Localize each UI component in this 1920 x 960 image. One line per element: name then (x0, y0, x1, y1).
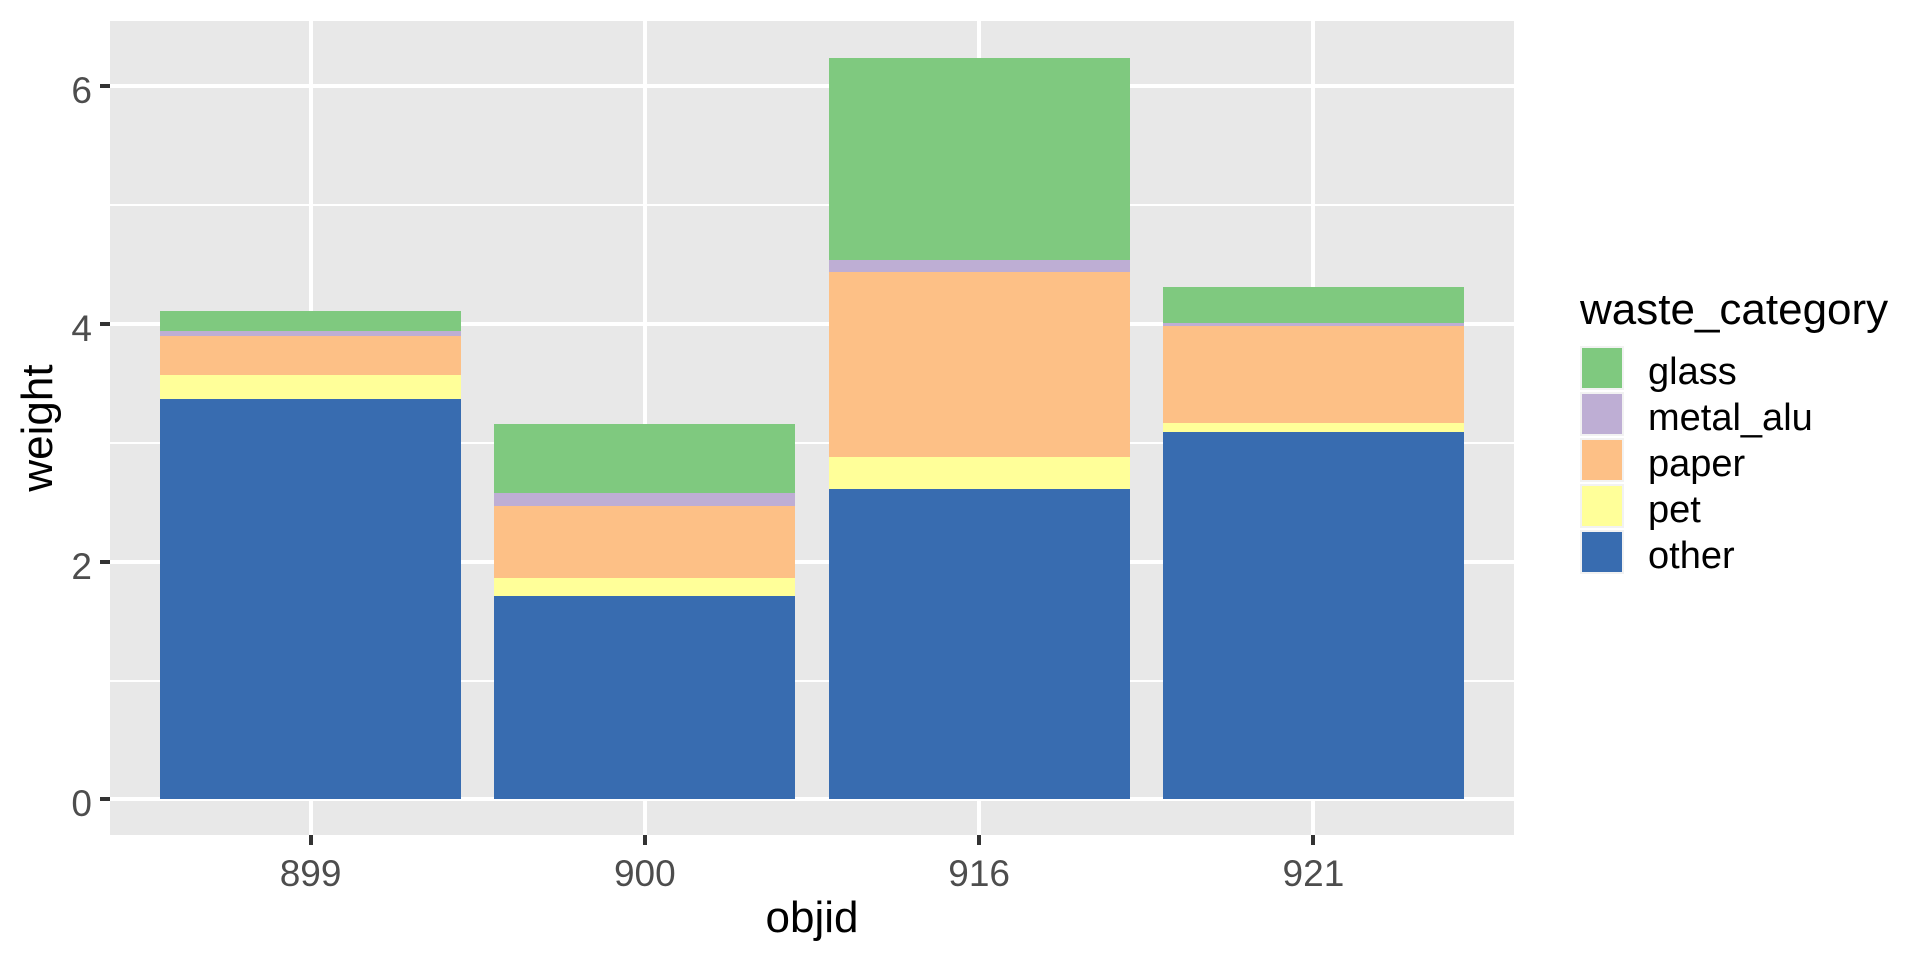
y-tick-label: 2 (71, 545, 92, 587)
y-axis-tick (100, 84, 110, 89)
legend-title: waste_category (1580, 285, 1889, 334)
gridline-horizontal-minor (110, 204, 1514, 207)
y-tick-label: 4 (71, 308, 92, 350)
x-axis-tick (642, 835, 647, 845)
bar-921-paper (1163, 326, 1464, 423)
bar-921-other (1163, 432, 1464, 800)
plot-panel (110, 21, 1514, 835)
bar-899-paper (160, 335, 461, 376)
bar-899-glass (160, 310, 461, 332)
y-axis-tick (100, 322, 110, 327)
gridline-horizontal-major (110, 322, 1514, 327)
y-axis-tick (100, 797, 110, 802)
x-axis-tick (977, 835, 982, 845)
bar-916-pet (828, 457, 1130, 490)
bar-900-paper (494, 505, 796, 579)
bar-900-glass (494, 423, 796, 493)
gridline-horizontal-major (110, 797, 1514, 802)
bar-900-other (494, 596, 796, 800)
bar-899-pet (160, 375, 461, 399)
bar-921-pet (1163, 422, 1464, 433)
y-tick-label: 6 (71, 70, 92, 112)
bar-916-paper (828, 271, 1130, 458)
x-tick-label: 900 (613, 853, 676, 894)
legend-key-glass (1580, 346, 1624, 390)
legend-key-metal_alu (1580, 392, 1624, 436)
y-axis-tick (100, 559, 110, 564)
legend-key-other (1580, 530, 1624, 574)
bar-899-metal_alu (160, 331, 461, 336)
x-tick-label: 921 (1282, 853, 1345, 894)
x-axis-tick (1311, 835, 1316, 845)
bar-900-pet (494, 578, 796, 597)
x-axis-tick (308, 835, 313, 845)
y-axis-title: weight (13, 364, 62, 492)
gridline-horizontal-major (110, 559, 1514, 564)
bar-916-glass (828, 57, 1130, 260)
legend-label-pet: pet (1648, 489, 1701, 531)
bar-916-other (828, 489, 1130, 800)
bar-900-metal_alu (494, 492, 796, 506)
gridline-horizontal-major (110, 84, 1514, 89)
bar-916-metal_alu (828, 259, 1130, 272)
gridline-horizontal-minor (110, 679, 1514, 682)
bar-921-metal_alu (1163, 322, 1464, 327)
bar-899-other (160, 398, 461, 800)
gridline-horizontal-minor (110, 441, 1514, 444)
x-axis-title: objid (765, 893, 859, 942)
x-tick-label: 916 (948, 853, 1010, 894)
bar-921-glass (1163, 287, 1464, 323)
legend-key-paper (1580, 438, 1624, 482)
legend-label-metal_alu: metal_alu (1648, 397, 1813, 439)
legend-label-glass: glass (1648, 351, 1737, 393)
y-tick-label: 0 (71, 783, 92, 825)
legend-label-paper: paper (1648, 443, 1746, 485)
x-tick-label: 899 (279, 853, 342, 894)
legend-key-pet (1580, 484, 1624, 528)
legend-label-other: other (1648, 535, 1735, 577)
